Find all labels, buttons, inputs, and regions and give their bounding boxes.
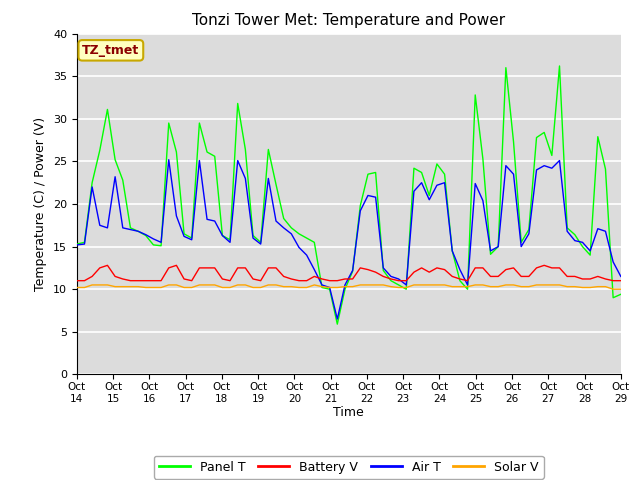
Legend: Panel T, Battery V, Air T, Solar V: Panel T, Battery V, Air T, Solar V — [154, 456, 544, 479]
X-axis label: Time: Time — [333, 407, 364, 420]
Y-axis label: Temperature (C) / Power (V): Temperature (C) / Power (V) — [35, 117, 47, 291]
Title: Tonzi Tower Met: Temperature and Power: Tonzi Tower Met: Temperature and Power — [192, 13, 506, 28]
Text: TZ_tmet: TZ_tmet — [82, 44, 140, 57]
